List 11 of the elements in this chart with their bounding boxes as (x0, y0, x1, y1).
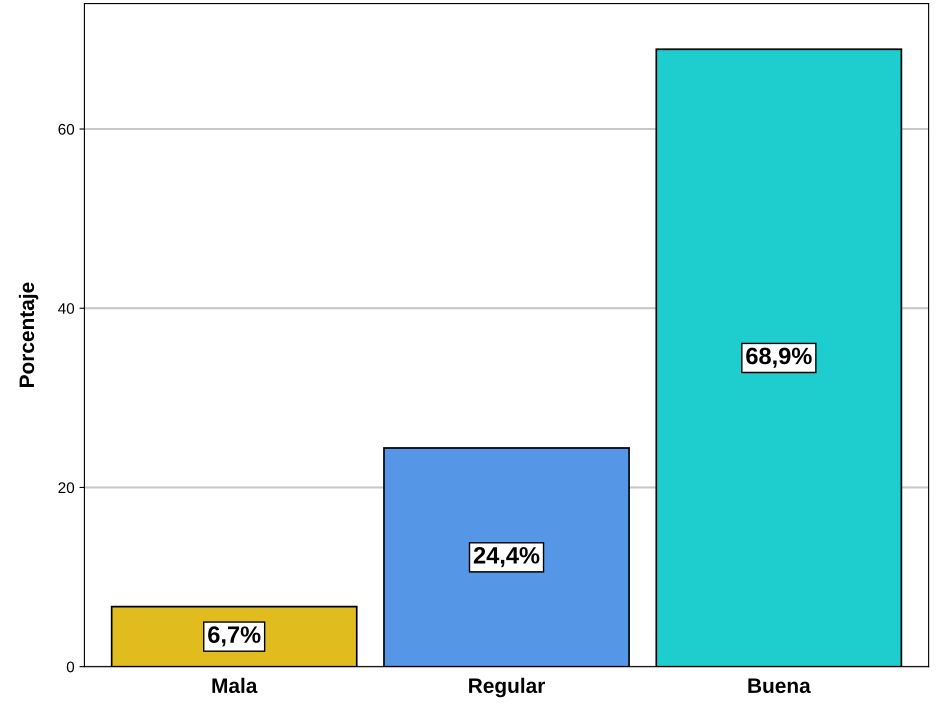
y-tick-label: 20 (58, 482, 74, 494)
x-tick-label: Regular (469, 678, 545, 698)
data-label: 6,7% (208, 626, 260, 646)
x-tick-label: Buena (748, 678, 811, 694)
y-axis-title: Porcentaje (18, 282, 38, 387)
y-tick-label: 60 (58, 124, 74, 135)
x-tick-label: Mala (212, 678, 258, 694)
y-tick-label: 0 (66, 662, 74, 672)
y-tick-label: 40 (58, 303, 74, 314)
data-label: 68,9% (746, 348, 812, 368)
data-label: 24,4% (474, 546, 540, 568)
